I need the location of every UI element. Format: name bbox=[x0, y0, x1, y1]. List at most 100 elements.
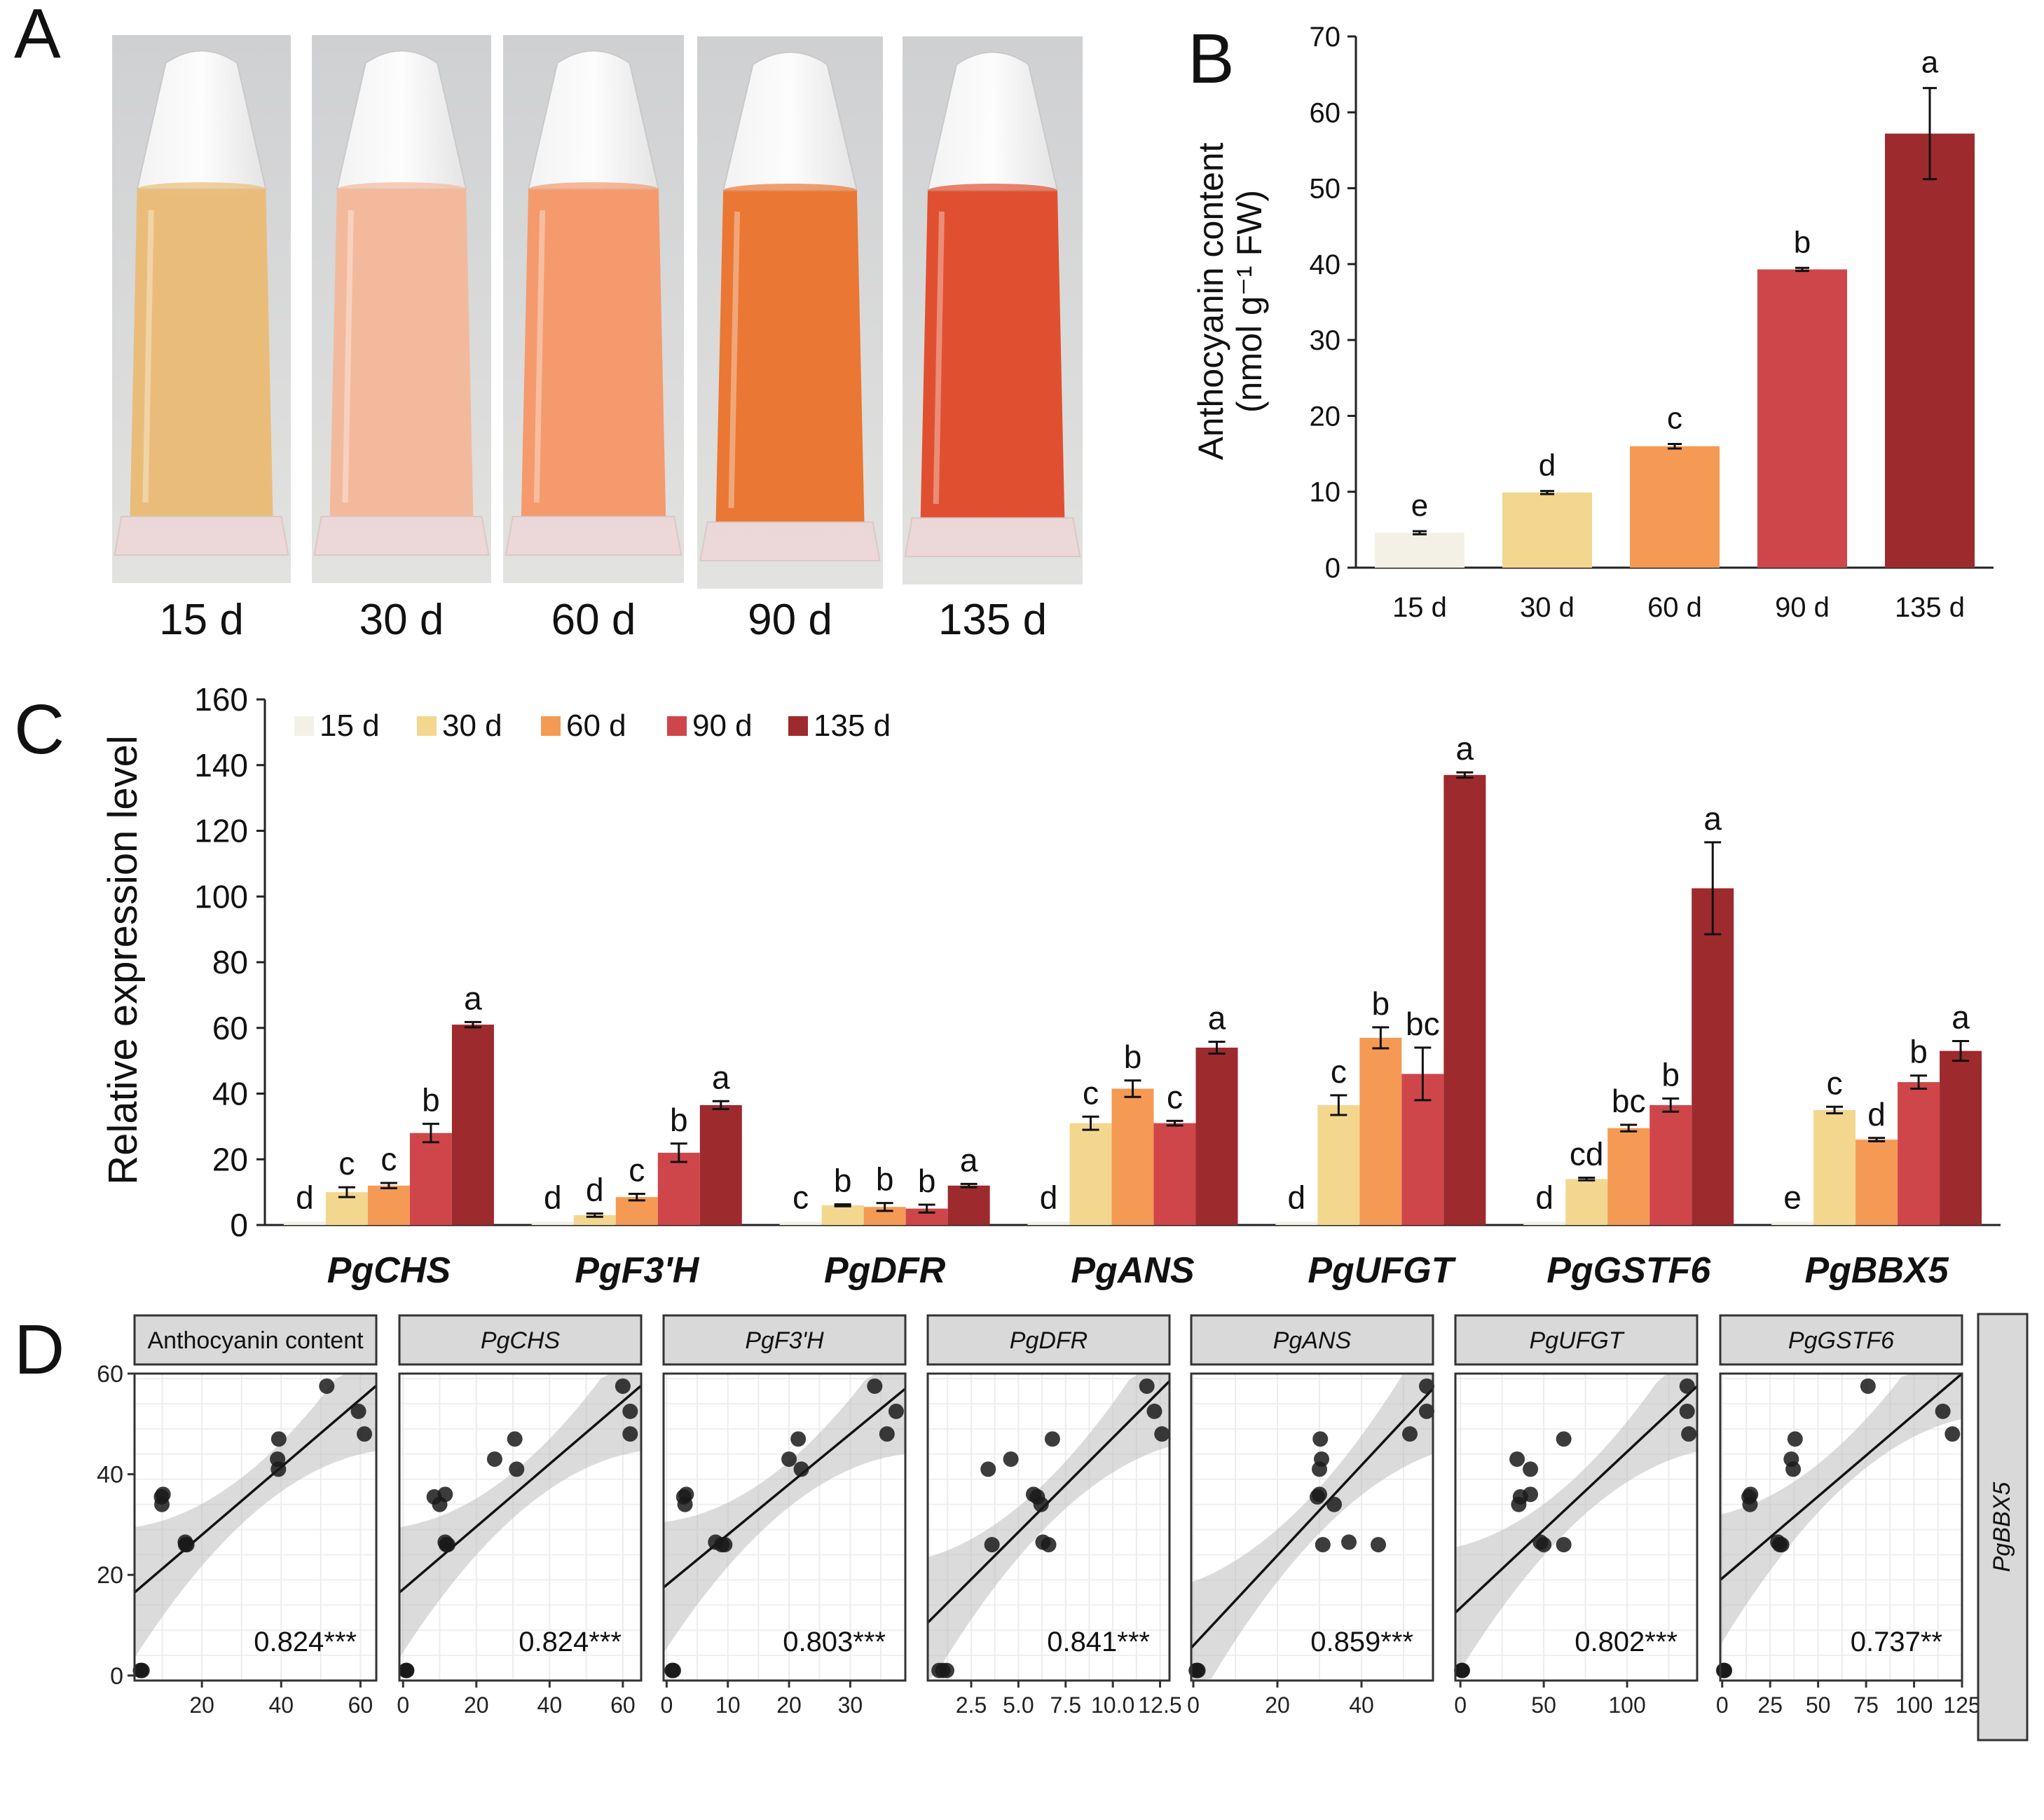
panel-c-sig-letter: d bbox=[1867, 1096, 1886, 1133]
panel-d-point bbox=[1523, 1486, 1539, 1503]
panel-d-row-strip: PgBBX5 bbox=[1977, 1313, 2029, 1742]
tube-cap bbox=[527, 50, 660, 190]
panel-d-point bbox=[622, 1403, 638, 1419]
panel-c-sig-letter: a bbox=[712, 1059, 730, 1095]
tube-meniscus bbox=[336, 182, 467, 196]
panel-d-point bbox=[350, 1403, 366, 1419]
tube-highlight bbox=[728, 211, 741, 509]
panel-d-ci-band bbox=[1720, 1374, 1962, 1645]
panel-d-xtick-label: 50 bbox=[1531, 1692, 1556, 1718]
panel-d-ci-band bbox=[1455, 1374, 1697, 1678]
panel-d-xtick-label: 10.0 bbox=[1091, 1692, 1134, 1718]
panel-d-point bbox=[1371, 1537, 1386, 1553]
panel-d-frame bbox=[662, 1372, 907, 1682]
panel-c-sig-letter: d bbox=[1288, 1179, 1306, 1215]
tube-liquid bbox=[130, 189, 273, 516]
panel-c-sig-letter: b bbox=[1909, 1034, 1928, 1070]
panel-d-strip-title: PgANS bbox=[1273, 1327, 1352, 1354]
panel-d-ytick-label: 20 bbox=[97, 1562, 123, 1589]
panel-c-sig-letter: d bbox=[1040, 1179, 1058, 1215]
scatter-panel-6: PgGSTF6 0.737** 0 25 50 75 100 125 bbox=[1716, 1314, 1981, 1718]
panel-b-ytick-label: 40 bbox=[1310, 249, 1341, 280]
panel-c-sig-letter: b bbox=[918, 1163, 936, 1199]
panel-d-strip bbox=[662, 1314, 907, 1366]
panel-d-point bbox=[319, 1378, 335, 1394]
panel-c-bar bbox=[1027, 1222, 1070, 1225]
panel-c-sig-letter: c bbox=[1167, 1079, 1183, 1115]
panel-d-point bbox=[1139, 1378, 1155, 1394]
tube-day-label: 60 d bbox=[551, 596, 636, 644]
panel-b-bar bbox=[1375, 533, 1465, 568]
panel-c-bar bbox=[1856, 1140, 1898, 1225]
panel-d-ci-band bbox=[1191, 1374, 1433, 1681]
panel-c-bar bbox=[1443, 774, 1486, 1225]
panel-d-point bbox=[1523, 1461, 1539, 1477]
tube-4 bbox=[903, 36, 1083, 584]
panel-c-sig-letter: b bbox=[1372, 985, 1390, 1022]
panel-a-tubes: 15 d 30 d 60 d 90 d 135 d bbox=[112, 35, 1083, 644]
panel-c-legend-swatch bbox=[294, 716, 314, 736]
tube-day-label: 90 d bbox=[748, 596, 832, 644]
panel-c-legend-label: 135 d bbox=[814, 709, 891, 743]
panel-d-point bbox=[507, 1431, 523, 1447]
panel-d-ci-band bbox=[135, 1374, 376, 1658]
panel-d-frame bbox=[1454, 1372, 1699, 1682]
tube-day-label: 15 d bbox=[159, 596, 244, 644]
panel-c-bar bbox=[1940, 1051, 1982, 1225]
panel-c-bar bbox=[821, 1205, 864, 1225]
panel-d-point bbox=[1860, 1378, 1876, 1394]
panel-d-point bbox=[155, 1486, 171, 1503]
panel-c-sig-letter: b bbox=[1661, 1057, 1680, 1093]
panel-d-point bbox=[1326, 1496, 1342, 1512]
tube-base bbox=[904, 517, 1081, 557]
panel-c-legend-swatch bbox=[667, 716, 687, 736]
panel-d-point bbox=[665, 1662, 681, 1678]
panel-d-point bbox=[1003, 1451, 1019, 1467]
panel-b-ytick-label: 10 bbox=[1310, 477, 1341, 508]
panel-c-bar bbox=[1898, 1082, 1940, 1225]
panel-d-chart: 0 20 40 60 Anthocyanin content 0.824*** 20 40 60… bbox=[97, 1313, 2029, 1742]
panel-c-bar bbox=[947, 1185, 990, 1225]
tube-base bbox=[699, 521, 881, 561]
panel-d-xtick-label: 20 bbox=[776, 1692, 802, 1718]
panel-c-ytick-label: 160 bbox=[194, 681, 248, 718]
panel-d-point bbox=[1315, 1537, 1331, 1553]
panel-d-strip bbox=[926, 1314, 1171, 1366]
panel-d-point bbox=[790, 1431, 807, 1447]
panel-c-ytick-label: 80 bbox=[212, 944, 248, 980]
tube-day-label: 30 d bbox=[359, 596, 444, 644]
panel-d-point bbox=[1944, 1426, 1961, 1442]
panel-d-xtick-label: 100 bbox=[1608, 1692, 1645, 1718]
panel-d-correlation: 0.737** bbox=[1851, 1627, 1942, 1657]
panel-d-point bbox=[440, 1537, 455, 1553]
panel-d-strip-title: PgDFR bbox=[1010, 1327, 1088, 1354]
panel-c-gene-label: PgDFR bbox=[824, 1250, 946, 1291]
panel-c-legend-swatch bbox=[417, 716, 437, 736]
panel-d-point bbox=[1341, 1534, 1357, 1550]
panel-c-gene-label: PgCHS bbox=[327, 1250, 451, 1291]
panel-d-point bbox=[615, 1378, 631, 1394]
panel-d-point bbox=[1511, 1496, 1527, 1512]
panel-c-bar bbox=[1111, 1088, 1154, 1225]
panel-d-point bbox=[1154, 1426, 1170, 1442]
panel-d-point bbox=[134, 1662, 150, 1678]
panel-d-xtick-label: 125 bbox=[1943, 1692, 1980, 1718]
panel-b-sig-letter: a bbox=[1921, 46, 1939, 80]
tube-liquid bbox=[920, 191, 1065, 518]
panel-d-point bbox=[1041, 1537, 1057, 1553]
panel-d-point bbox=[399, 1662, 415, 1678]
panel-c-sig-letter: d bbox=[296, 1179, 314, 1215]
panel-c-gene-label: PgUFGT bbox=[1308, 1250, 1456, 1291]
tube-base bbox=[114, 516, 289, 556]
panel-c-sig-letter: a bbox=[1456, 730, 1474, 767]
scatter-panel-5: PgUFGT 0.802*** 0 50 100 bbox=[1454, 1314, 1699, 1718]
panel-c-chart: 0 20 40 60 80 100 120 140 160 15 d 30 d 60 d 90 d 135… bbox=[194, 681, 2001, 1291]
panel-d-label: D bbox=[14, 1311, 64, 1389]
panel-c-sig-letter: c bbox=[1083, 1074, 1099, 1111]
panel-c-legend-label: 30 d bbox=[442, 709, 502, 743]
panel-c-sig-letter: bc bbox=[1612, 1083, 1646, 1119]
panel-c-sig-letter: b bbox=[422, 1082, 440, 1118]
panel-d-ytick-label: 40 bbox=[97, 1462, 123, 1489]
tube-liquid bbox=[715, 191, 865, 522]
panel-d-xtick-label: 20 bbox=[1265, 1692, 1290, 1718]
